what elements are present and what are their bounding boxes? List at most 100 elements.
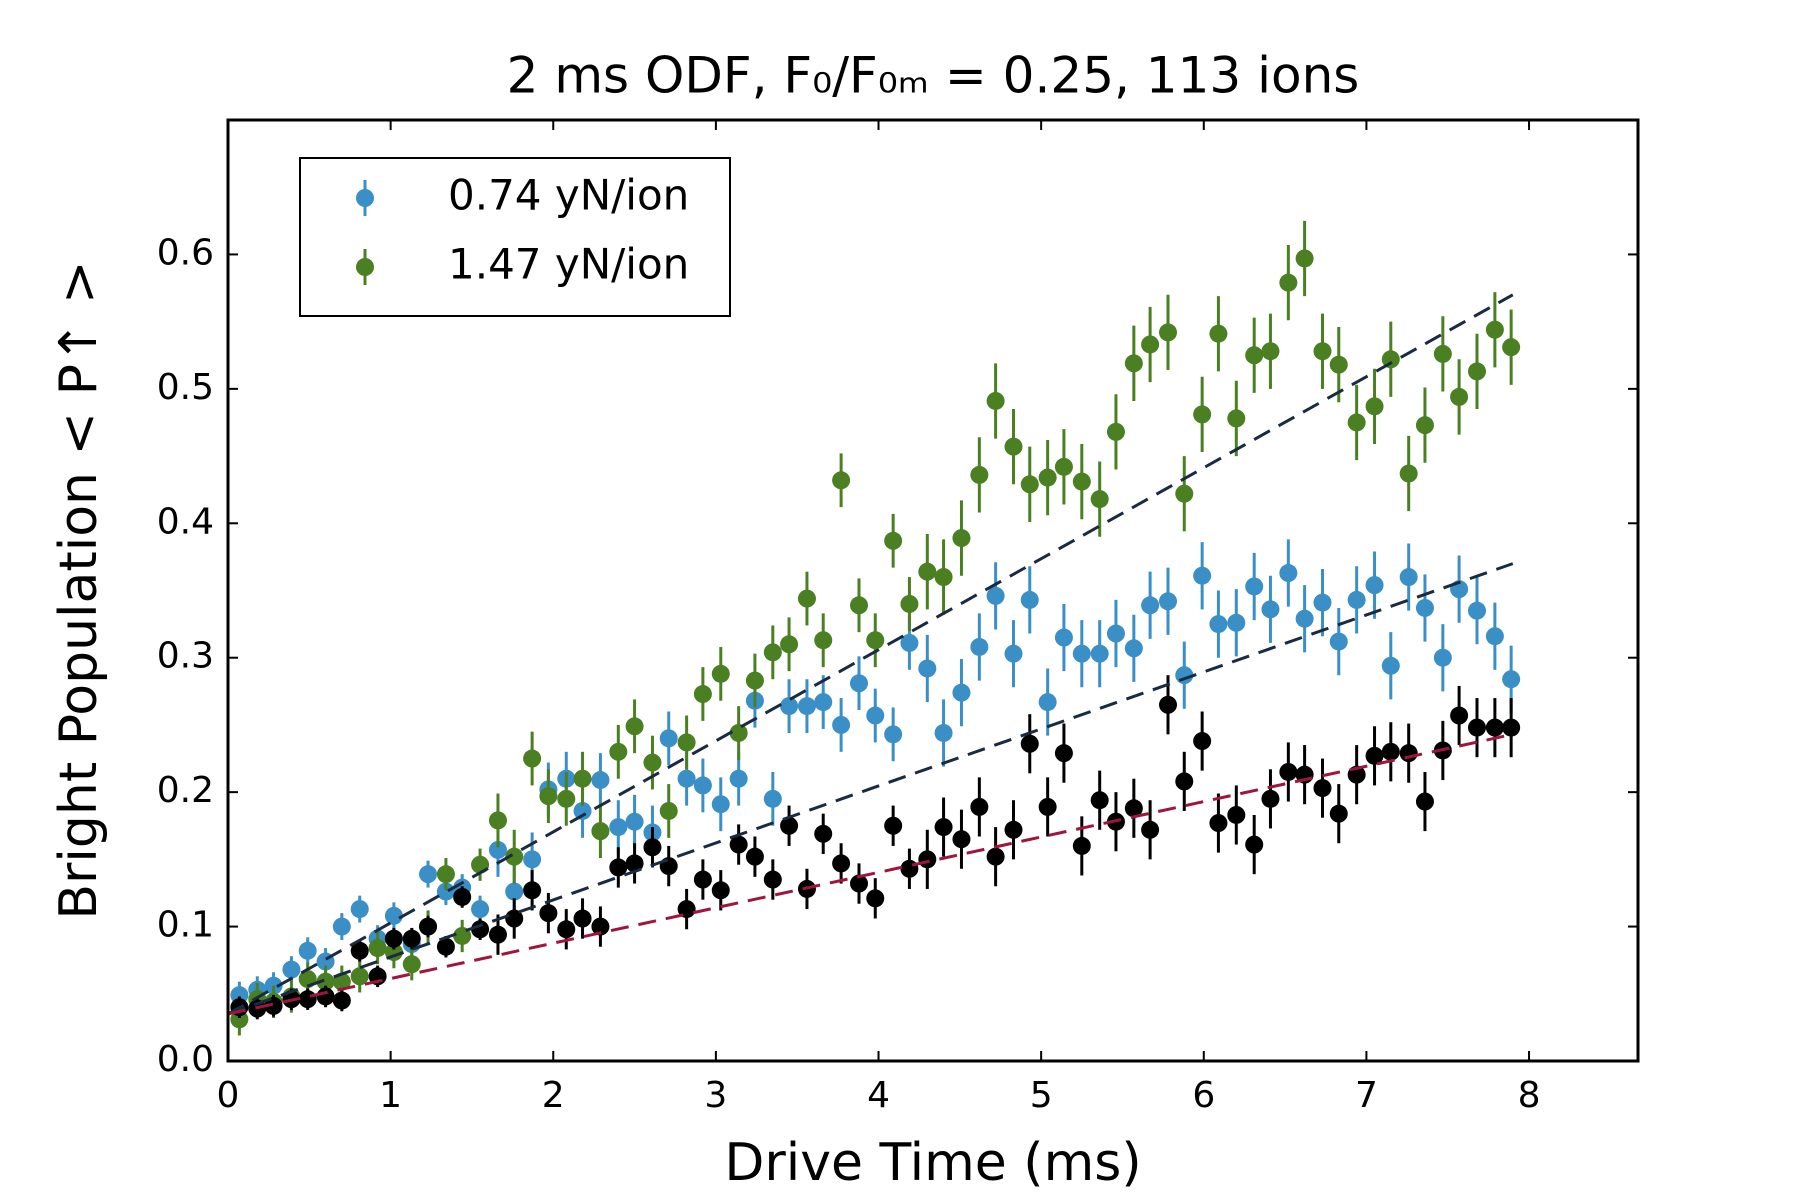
- data-point: [1485, 320, 1504, 339]
- data-point: [952, 683, 971, 702]
- data-point: [1329, 355, 1348, 374]
- data-point: [436, 882, 455, 901]
- data-point: [659, 801, 678, 820]
- data-point: [1261, 342, 1280, 361]
- data-point: [1141, 596, 1160, 615]
- data-point: [1485, 718, 1504, 737]
- data-point: [1502, 718, 1521, 737]
- data-point: [918, 850, 937, 869]
- data-point: [384, 929, 403, 948]
- data-point: [1038, 693, 1057, 712]
- data-point: [1313, 342, 1332, 361]
- data-point: [900, 594, 919, 613]
- data-point: [693, 870, 712, 889]
- data-point: [402, 929, 421, 948]
- data-point: [1261, 789, 1280, 808]
- data-point: [934, 818, 953, 837]
- data-point: [350, 967, 369, 986]
- data-point: [832, 854, 851, 873]
- data-point: [609, 818, 628, 837]
- data-point: [1141, 820, 1160, 839]
- data-point: [1415, 598, 1434, 617]
- data-point: [523, 850, 542, 869]
- data-point: [884, 725, 903, 744]
- y-axis-label: Bright Population < P↑ >: [49, 260, 109, 919]
- data-point: [711, 795, 730, 814]
- data-point: [1279, 273, 1298, 292]
- data-point: [609, 742, 628, 761]
- data-point: [745, 847, 764, 866]
- data-point: [814, 631, 833, 650]
- data-point: [677, 733, 696, 752]
- data-point: [625, 717, 644, 736]
- data-point: [1415, 416, 1434, 435]
- data-point: [1227, 409, 1246, 428]
- data-point: [1209, 324, 1228, 343]
- x-tick-label: 4: [867, 1075, 890, 1116]
- data-point: [505, 882, 524, 901]
- data-point: [1106, 422, 1125, 441]
- data-point: [488, 840, 507, 859]
- data-point: [488, 811, 507, 830]
- legend-box: [299, 157, 731, 317]
- data-point: [1106, 624, 1125, 643]
- data-point: [1313, 779, 1332, 798]
- data-point: [1295, 609, 1314, 628]
- data-point: [745, 671, 764, 690]
- data-point: [316, 972, 335, 991]
- y-tick-label: 0.3: [157, 636, 214, 677]
- data-point: [1433, 344, 1452, 363]
- data-point: [523, 881, 542, 900]
- data-point: [850, 674, 869, 693]
- data-point: [282, 960, 301, 979]
- data-point: [643, 753, 662, 772]
- plot-frame: [226, 118, 1640, 1063]
- data-point: [1020, 734, 1039, 753]
- data-point: [488, 925, 507, 944]
- data-point: [1004, 437, 1023, 456]
- data-point: [986, 586, 1005, 605]
- data-point: [1347, 413, 1366, 432]
- data-point: [264, 996, 283, 1015]
- data-point: [1279, 564, 1298, 583]
- data-point: [1159, 695, 1177, 714]
- data-point: [1193, 405, 1212, 424]
- data-point: [1467, 601, 1486, 620]
- legend-marker: [356, 189, 374, 207]
- fit-line: [227, 562, 1514, 1016]
- data-point: [332, 991, 351, 1010]
- data-point: [659, 857, 678, 876]
- data-point: [591, 917, 610, 936]
- data-point: [970, 465, 989, 484]
- x-axis-label: Drive Time (ms): [724, 1133, 1141, 1193]
- y-tick-label: 0.5: [157, 367, 214, 408]
- data-point: [934, 723, 953, 742]
- data-point: [1365, 576, 1384, 595]
- data-point: [1245, 835, 1264, 854]
- data-point: [1399, 744, 1418, 763]
- data-point: [573, 769, 592, 788]
- data-point: [609, 858, 628, 877]
- data-point: [1124, 354, 1143, 373]
- x-tick-label: 0: [217, 1075, 240, 1116]
- data-point: [1329, 804, 1348, 823]
- data-point: [970, 797, 989, 816]
- data-point: [763, 870, 782, 889]
- data-point: [884, 816, 903, 835]
- data-point: [505, 847, 524, 866]
- data-point: [1365, 746, 1384, 765]
- data-point: [523, 749, 542, 768]
- data-point: [350, 900, 369, 919]
- data-point: [832, 715, 851, 734]
- data-point: [591, 822, 610, 841]
- data-point: [1175, 772, 1194, 791]
- data-point: [711, 881, 730, 900]
- data-point: [1209, 814, 1228, 833]
- data-point: [1072, 644, 1091, 663]
- data-point: [763, 643, 782, 662]
- data-point: [677, 769, 696, 788]
- data-point: [866, 631, 885, 650]
- data-point: [453, 887, 472, 906]
- x-tick-label: 8: [1518, 1075, 1541, 1116]
